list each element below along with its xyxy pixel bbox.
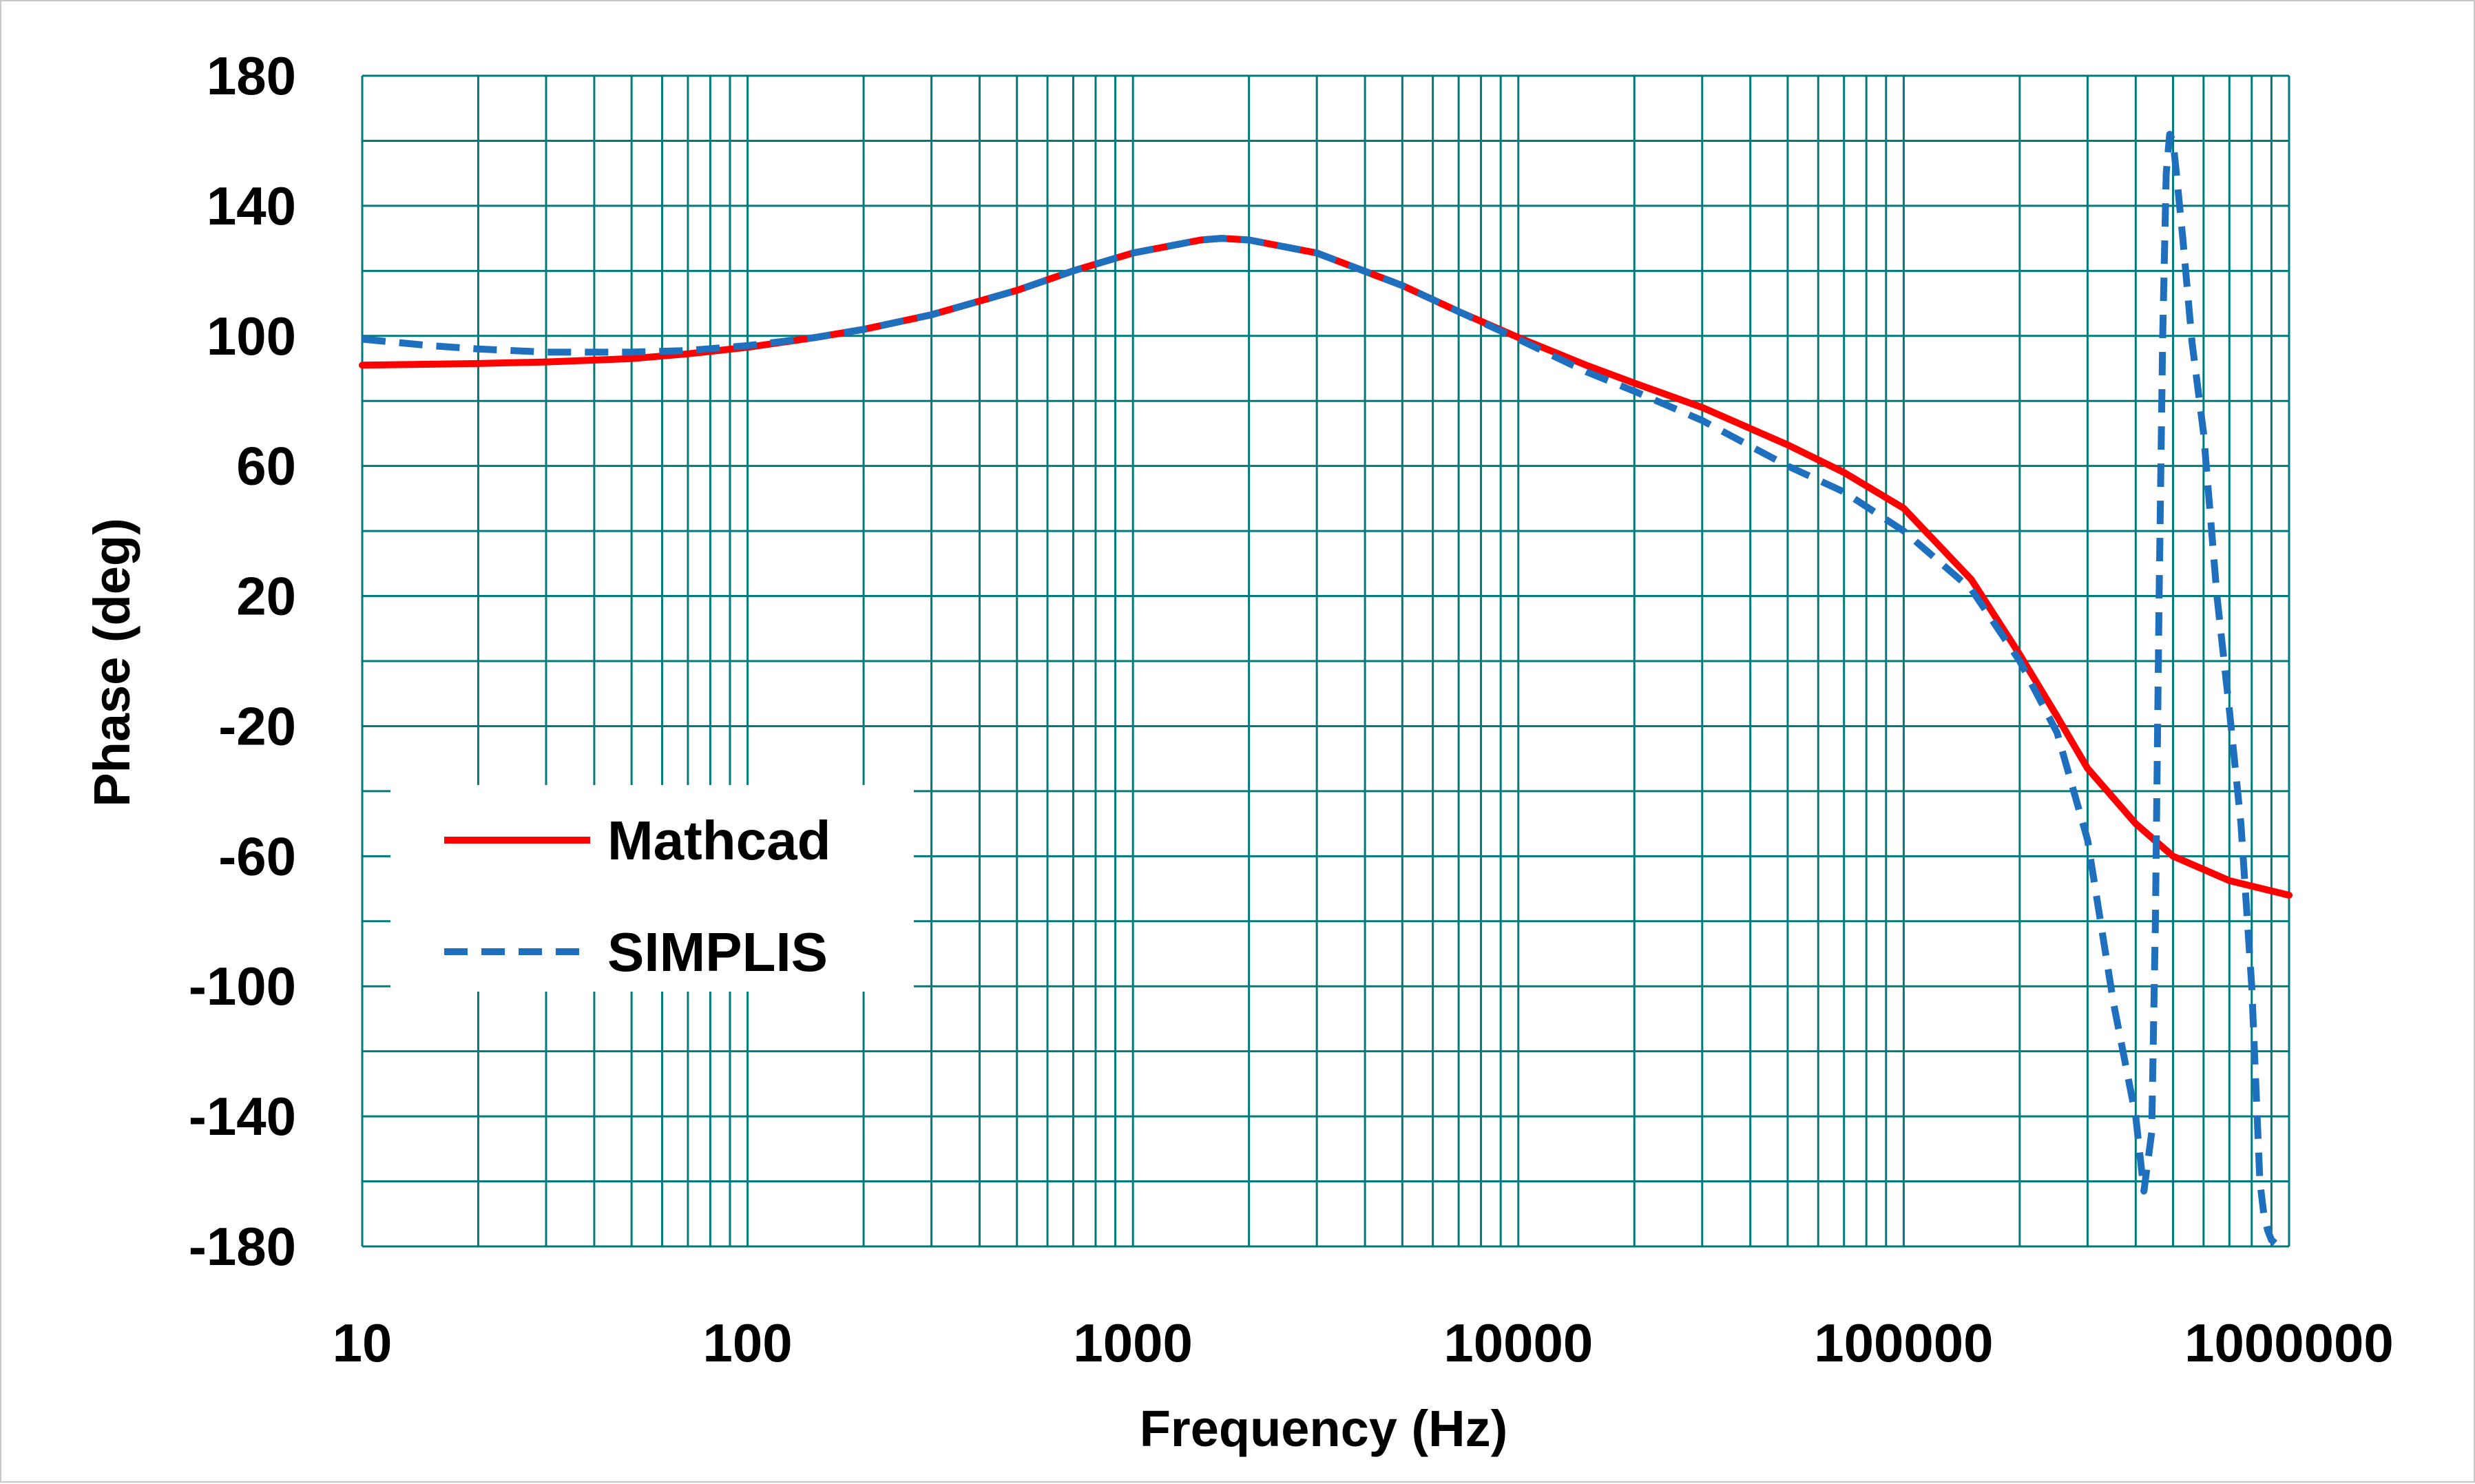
x-tick-label: 100: [703, 1313, 793, 1373]
y-tick-label: 140: [207, 176, 296, 236]
x-axis-title: Frequency (Hz): [1140, 1400, 1508, 1457]
y-tick-label: 60: [236, 436, 296, 497]
y-tick-label: -60: [218, 826, 296, 886]
y-tick-label: -100: [189, 956, 296, 1016]
y-axis-title: Phase (deg): [83, 518, 140, 806]
grid: [361, 74, 2290, 1248]
y-tick-label: 100: [207, 306, 296, 366]
legend: Mathcad SIMPLIS: [390, 785, 914, 992]
x-tick-label: 1000: [1073, 1313, 1193, 1373]
y-tick-label: -180: [189, 1216, 296, 1277]
legend-label-mathcad: Mathcad: [607, 810, 831, 871]
y-tick-label: 180: [207, 45, 296, 106]
x-tick-label: 10000: [1443, 1313, 1593, 1373]
x-tick-label: 100000: [1814, 1313, 1993, 1373]
x-tick-label: 1000000: [2184, 1313, 2394, 1373]
y-tick-label: -140: [189, 1086, 296, 1147]
y-tick-label: -20: [218, 696, 296, 756]
y-tick-label: 20: [236, 566, 296, 627]
x-tick-labels: 10 100 1000 10000 100000 1000000: [333, 1313, 2394, 1373]
legend-label-simplis: SIMPLIS: [607, 921, 828, 983]
series-line-simplis: [362, 131, 2278, 1246]
series-layer: [359, 131, 2293, 1246]
y-tick-labels: 180 140 100 60 20 -20 -60 -100 -140 -180: [189, 45, 296, 1277]
legend-box: [390, 785, 914, 992]
x-tick-label: 10: [333, 1313, 393, 1373]
